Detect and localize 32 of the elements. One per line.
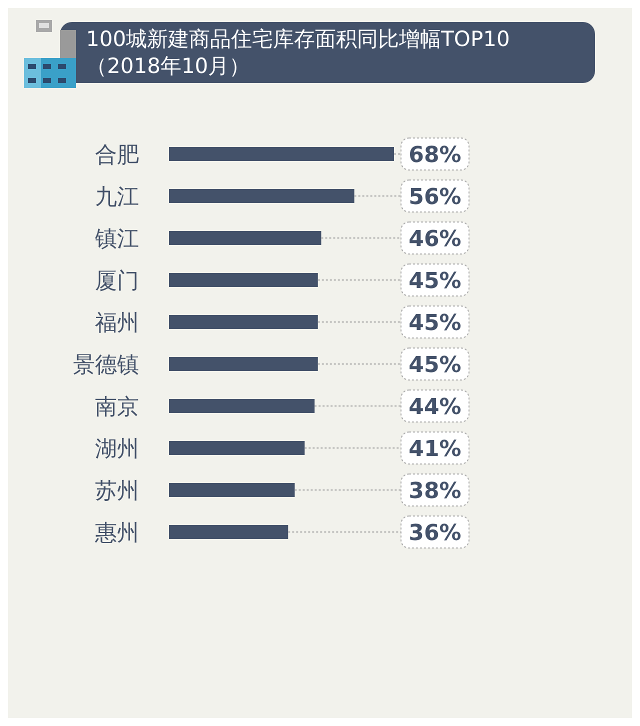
bar (169, 231, 322, 245)
y-tick-label: 福州 (95, 310, 139, 336)
data-label: 45% (408, 311, 462, 336)
bar (169, 357, 318, 371)
bar (169, 189, 354, 203)
y-tick-label: 苏州 (95, 478, 139, 504)
bar (169, 273, 318, 287)
bar (169, 315, 318, 329)
bar (169, 147, 394, 161)
y-tick-label: 惠州 (94, 520, 139, 546)
bar (169, 441, 305, 455)
data-label: 38% (408, 479, 462, 504)
data-label: 56% (408, 185, 462, 210)
y-tick-label: 九江 (95, 184, 139, 210)
data-label: 41% (408, 437, 462, 462)
y-tick-label: 景德镇 (73, 352, 139, 378)
data-label: 44% (408, 395, 462, 420)
data-label: 68% (408, 143, 462, 168)
chart-subtitle: （2018年10月） (86, 53, 252, 80)
data-label: 36% (408, 521, 462, 546)
y-tick-label: 南京 (95, 394, 139, 420)
y-tick-label: 湖州 (95, 436, 139, 462)
bar (169, 399, 315, 413)
y-tick-label: 镇江 (94, 226, 139, 252)
data-label: 46% (408, 227, 462, 252)
data-label: 45% (408, 269, 462, 294)
bar (169, 525, 288, 539)
bar (169, 483, 295, 497)
y-tick-label: 厦门 (95, 268, 139, 294)
data-label: 45% (408, 353, 462, 378)
chart-title: 100城新建商品住宅库存面积同比增幅TOP10 (86, 26, 511, 53)
y-tick-label: 合肥 (95, 142, 139, 168)
